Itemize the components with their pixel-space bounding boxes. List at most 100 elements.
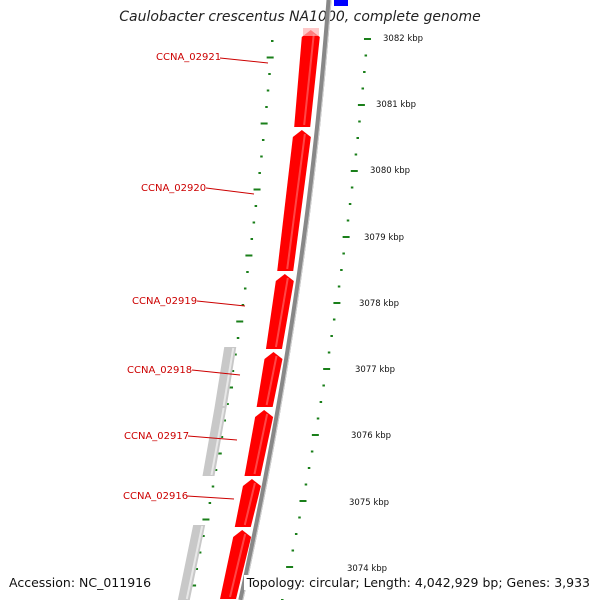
gene-arrow <box>294 30 320 127</box>
inner-tick <box>231 370 235 372</box>
inner-tick <box>266 56 274 59</box>
inner-tick <box>253 188 261 191</box>
gene-arrow <box>277 130 311 271</box>
inner-tick <box>202 518 210 521</box>
outer-tick <box>332 318 336 321</box>
inner-tick <box>260 122 268 125</box>
gene-label[interactable]: CCNA_02920 <box>141 183 206 194</box>
grey-feature-shine <box>185 525 204 600</box>
outer-tick <box>363 38 371 40</box>
inner-tick <box>214 469 218 471</box>
gene-label[interactable]: CCNA_02918 <box>127 365 192 376</box>
outer-tick <box>291 549 295 552</box>
gene-leader-line <box>187 435 238 441</box>
gene-arrow-shine <box>253 413 269 475</box>
ruler-label: 3078 kbp <box>359 299 399 309</box>
outer-tick <box>356 137 359 139</box>
outer-tick <box>294 533 298 535</box>
inner-tick <box>223 419 227 422</box>
ruler-label: 3077 kbp <box>355 365 395 375</box>
ruler-label: 3074 kbp <box>347 564 387 574</box>
outer-tick <box>319 401 323 403</box>
outer-tick <box>327 351 331 354</box>
inner-tick <box>226 403 229 405</box>
topology-stats-text: Topology: circular; Length: 4,042,929 bp… <box>243 575 590 590</box>
grey-feature <box>202 407 227 476</box>
outer-tick <box>322 384 325 387</box>
outer-tick <box>342 236 350 238</box>
inner-tick <box>265 106 268 108</box>
gene-label[interactable]: CCNA_02921 <box>156 52 221 63</box>
gene-arrow-shine <box>274 277 289 348</box>
inner-tick <box>220 436 224 438</box>
inner-tick <box>211 485 215 488</box>
inner-tick <box>236 337 240 339</box>
outer-tick <box>363 71 366 73</box>
outer-tick <box>361 87 365 90</box>
gene-label[interactable]: CCNA_02919 <box>132 296 197 307</box>
gene-arrow-shine <box>243 482 256 526</box>
inner-tick <box>198 551 202 554</box>
map-title: Caulobacter crescentus NA1000, complete … <box>119 9 481 25</box>
gene-leader-line <box>196 300 246 307</box>
outer-tick <box>316 417 320 420</box>
outer-tick <box>299 500 307 502</box>
gene-arrow <box>256 352 283 407</box>
accession-text: Accession: NC_011916 <box>9 575 152 590</box>
backbone-highlight <box>242 0 332 600</box>
outer-tick <box>311 434 319 436</box>
outer-tick <box>346 219 350 222</box>
inner-tick <box>241 304 245 306</box>
inner-tick <box>234 353 237 356</box>
inner-tick <box>271 40 274 42</box>
inner-tick <box>254 205 258 207</box>
inner-tick <box>246 271 249 273</box>
outer-tick <box>348 203 352 205</box>
outer-tick <box>340 269 343 271</box>
inner-tick <box>236 320 244 323</box>
inner-tick <box>243 287 247 290</box>
ruler-label: 3079 kbp <box>364 233 404 243</box>
inner-tick <box>208 502 212 504</box>
gene-label[interactable]: CCNA_02917 <box>124 431 189 442</box>
ruler-label-group: 3082 kbp 3081 kbp 3080 kbp 3079 kbp 3078 kbp… <box>347 34 423 574</box>
inner-tick <box>195 568 199 570</box>
outer-tick <box>342 252 345 255</box>
inner-tick <box>252 221 256 224</box>
outer-tick <box>357 104 365 106</box>
inner-tick <box>261 139 265 141</box>
ruler-label: 3076 kbp <box>351 431 391 441</box>
outer-tick <box>323 368 331 370</box>
outer-tick <box>333 302 341 304</box>
gene-arrow-shine <box>265 355 278 406</box>
grey-feature-track <box>177 347 237 600</box>
gene-label[interactable]: CCNA_02916 <box>123 491 188 502</box>
outer-tick <box>286 566 294 568</box>
gene-leader-line <box>191 369 241 376</box>
ruler-label: 3081 kbp <box>376 100 416 110</box>
outer-tick <box>350 186 354 189</box>
inner-tick <box>258 172 261 174</box>
outer-tick <box>307 467 311 469</box>
gene-arrow <box>220 530 252 599</box>
inner-tick <box>202 535 205 537</box>
genome-backbone <box>238 0 348 600</box>
inner-tick <box>266 89 270 92</box>
gene-arrow-shine <box>229 533 247 598</box>
grey-feature-shine <box>222 347 235 407</box>
gene-leader-line <box>186 495 235 500</box>
inner-tick <box>250 238 254 240</box>
gene-label-group: CCNA_02921 CCNA_02920 CCNA_02919 CCNA_02918… <box>123 52 269 502</box>
gene-arrow <box>234 479 261 527</box>
outer-tick <box>330 335 333 337</box>
gene-arrow <box>265 274 294 349</box>
grey-feature-shine <box>210 407 225 476</box>
gene-track <box>220 28 320 599</box>
gene-arrow-cap <box>303 28 319 36</box>
outer-tick <box>364 54 368 57</box>
gene-leader-line <box>219 57 269 64</box>
blue-feature-mark <box>334 0 348 6</box>
backbone-line <box>238 0 332 600</box>
grey-feature <box>177 525 206 600</box>
